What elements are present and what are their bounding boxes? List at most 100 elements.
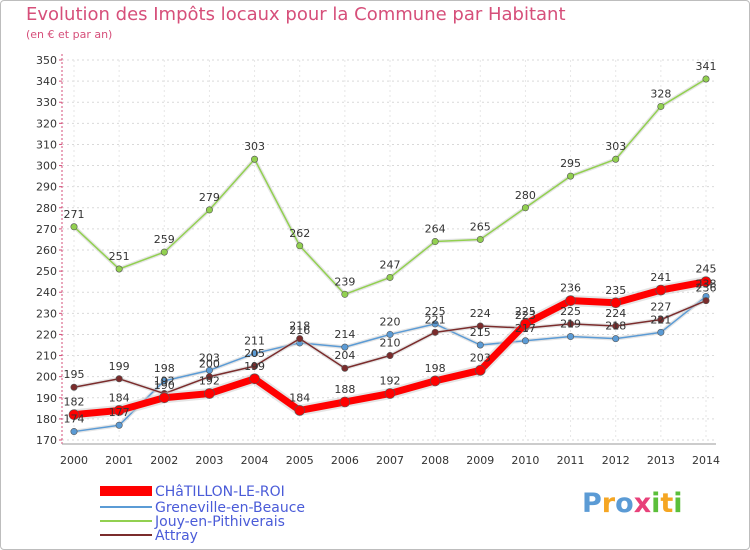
data-label: 174 <box>64 413 85 426</box>
y-tick-label: 220 <box>36 328 57 341</box>
data-point <box>657 102 665 110</box>
data-label: 239 <box>334 275 355 288</box>
y-tick-label: 230 <box>36 307 57 320</box>
data-point <box>565 295 576 306</box>
legend-swatch-attray <box>100 534 152 536</box>
data-label: 225 <box>425 305 446 318</box>
x-tick-label: 2012 <box>602 454 630 467</box>
data-label: 235 <box>605 284 626 297</box>
data-point <box>612 335 620 343</box>
data-label: 198 <box>154 362 175 375</box>
data-point <box>657 316 665 324</box>
data-point <box>431 238 439 246</box>
data-point <box>567 320 575 328</box>
data-label: 227 <box>650 301 671 314</box>
y-tick-label: 280 <box>36 202 57 215</box>
data-point <box>204 388 215 399</box>
data-point <box>476 341 484 349</box>
logo-letter: i <box>673 488 683 519</box>
y-tick-label: 350 <box>36 54 57 67</box>
data-point <box>68 409 80 420</box>
data-point <box>476 235 484 243</box>
data-point <box>476 322 484 330</box>
logo-letter: i <box>651 488 661 519</box>
data-point <box>70 383 78 391</box>
data-point <box>431 328 439 336</box>
x-tick-label: 2013 <box>647 454 675 467</box>
data-point <box>610 297 622 309</box>
data-label: 221 <box>425 313 446 326</box>
data-point <box>612 155 620 163</box>
data-label: 241 <box>650 271 671 284</box>
data-point <box>70 428 78 436</box>
data-label: 199 <box>244 360 265 373</box>
data-label: 265 <box>470 220 491 233</box>
legend-label-attray: Attray <box>155 528 198 544</box>
data-label: 221 <box>650 313 671 326</box>
logo-letter: x <box>633 488 652 519</box>
data-label: 220 <box>380 315 401 328</box>
data-label: 341 <box>696 60 717 73</box>
data-point <box>612 322 620 330</box>
x-tick-label: 2003 <box>195 454 223 467</box>
data-point <box>702 75 710 83</box>
data-label: 218 <box>289 320 310 333</box>
legend-label-chatillon: CHâTILLON-LE-ROI <box>155 484 285 500</box>
data-label: 259 <box>154 233 175 246</box>
data-point <box>294 405 306 416</box>
x-tick-label: 2008 <box>421 454 449 467</box>
data-label: 223 <box>515 309 536 322</box>
data-label: 225 <box>560 305 581 318</box>
data-point <box>429 375 441 387</box>
data-label: 262 <box>289 227 310 240</box>
data-point <box>341 290 349 298</box>
data-point <box>158 392 170 404</box>
y-tick-label: 260 <box>36 244 57 257</box>
legend-swatch-jouy <box>100 520 152 522</box>
logo-letter: t <box>660 488 674 519</box>
data-point <box>341 364 349 372</box>
data-point <box>160 377 168 385</box>
data-point <box>655 284 667 296</box>
logo-letter: r <box>601 488 616 519</box>
x-tick-label: 2014 <box>692 454 720 467</box>
data-point <box>341 343 349 351</box>
y-tick-label: 250 <box>36 265 57 278</box>
y-tick-label: 190 <box>36 392 57 405</box>
data-label: 295 <box>560 157 581 170</box>
data-point <box>386 273 394 281</box>
y-tick-label: 210 <box>36 350 57 363</box>
chart-title: Evolution des Impôts locaux pour la Comm… <box>26 4 566 25</box>
x-tick-label: 2010 <box>511 454 539 467</box>
data-label: 203 <box>199 351 220 364</box>
data-label: 245 <box>696 263 717 276</box>
x-tick-label: 2009 <box>466 454 494 467</box>
data-label: 184 <box>289 391 310 404</box>
y-tick-label: 240 <box>36 286 57 299</box>
data-label: 204 <box>334 349 355 362</box>
data-label: 195 <box>64 368 85 381</box>
data-label: 247 <box>380 258 401 271</box>
data-label: 218 <box>605 320 626 333</box>
data-point <box>251 155 259 163</box>
data-point <box>296 242 304 250</box>
y-tick-label: 340 <box>36 75 57 88</box>
data-label: 236 <box>696 282 717 295</box>
data-point <box>386 330 394 338</box>
data-point <box>205 206 213 214</box>
data-point <box>115 265 123 273</box>
y-tick-label: 270 <box>36 223 57 236</box>
data-point <box>160 248 168 256</box>
data-point <box>386 352 394 360</box>
data-point <box>205 373 213 381</box>
x-tick-label: 2002 <box>150 454 178 467</box>
y-tick-label: 310 <box>36 138 57 151</box>
data-point <box>657 328 665 336</box>
data-label: 182 <box>64 396 85 409</box>
data-label: 236 <box>560 282 581 295</box>
logo-letter: o <box>615 488 634 519</box>
data-point <box>431 320 439 328</box>
data-point <box>115 421 123 429</box>
data-label: 214 <box>334 328 355 341</box>
